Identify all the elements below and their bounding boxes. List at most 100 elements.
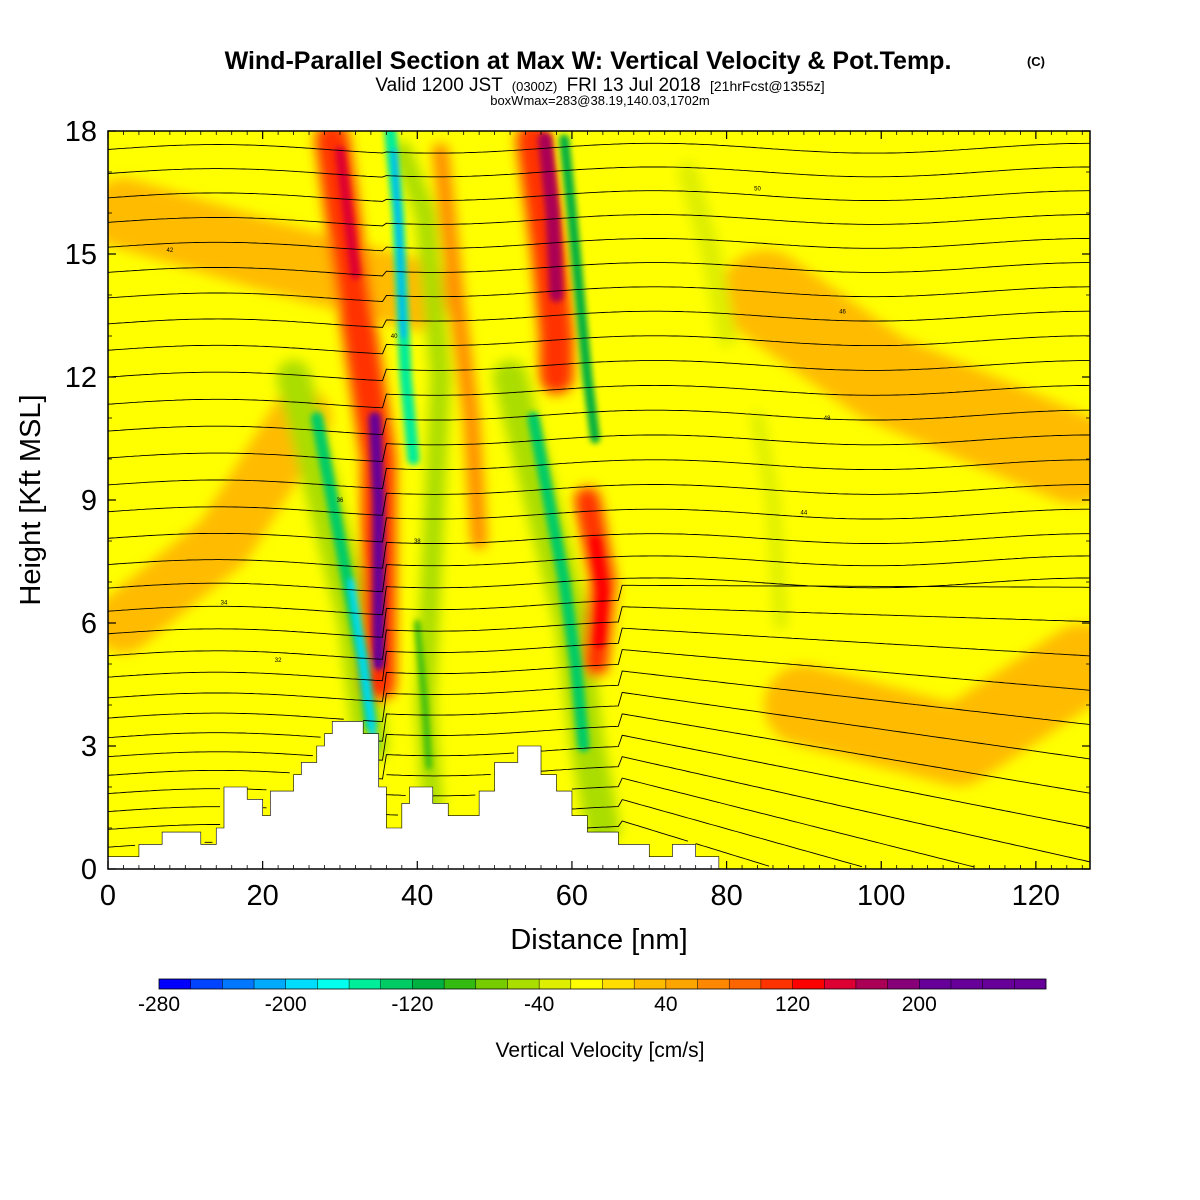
x-tick-label: 0 xyxy=(100,880,116,912)
x-axis: 0 20 40 60 80 100 120 xyxy=(100,131,1083,912)
theta-contour-line xyxy=(108,190,1090,202)
colorbar-bin xyxy=(254,979,287,989)
y-tick-label: 15 xyxy=(65,239,97,271)
copyright-mark: (C) xyxy=(1027,54,1045,69)
plot-area xyxy=(108,120,1090,869)
box-info: boxWmax=283@38.19,140.03,1702m xyxy=(490,93,710,108)
field-warm-haze xyxy=(763,624,1090,786)
colorbar-bin xyxy=(729,979,762,989)
forecast-info: [21hrFcst@1355z] xyxy=(710,78,825,94)
theta-contour-label: 44 xyxy=(801,510,808,516)
theta-contour-label: 32 xyxy=(275,658,282,664)
theta-contour-line xyxy=(108,577,1090,616)
x-tick-label: 40 xyxy=(401,880,433,912)
colorbar-bin xyxy=(982,979,1015,989)
colorbar-bin xyxy=(665,979,698,989)
theta-contour-line xyxy=(108,484,1090,516)
theta-contour-line xyxy=(108,508,1090,543)
valid-utc: (0300Z) xyxy=(512,79,558,94)
theta-contour-line xyxy=(108,286,1090,302)
colorbar-ticks: -280 -200 -120 -40 40 120 200 xyxy=(138,993,937,1016)
colorbar-bin xyxy=(349,979,382,989)
colorbar-bin xyxy=(824,979,857,989)
theta-contour-label: 50 xyxy=(754,186,761,192)
theta-contour-label: 40 xyxy=(391,334,398,340)
field-downdraft-core xyxy=(348,579,378,749)
field-downdraft-weak xyxy=(677,162,737,346)
theta-contour-label: 42 xyxy=(167,248,174,254)
colorbar-bin xyxy=(570,979,603,989)
field-downdraft-core xyxy=(559,134,601,444)
field-updraft-core xyxy=(374,435,382,606)
theta-contour-line xyxy=(108,820,770,867)
x-tick-label: 100 xyxy=(857,880,905,912)
colorbar-bin xyxy=(887,979,920,989)
theta-contour-line xyxy=(108,606,1090,660)
x-tick-label: 80 xyxy=(710,880,742,912)
colorbar-bin xyxy=(380,979,413,989)
theta-contour-line xyxy=(108,409,1090,436)
x-tick-label: 20 xyxy=(247,880,279,912)
field-updraft xyxy=(432,143,488,549)
valid-date: FRI 13 Jul 2018 xyxy=(567,75,701,96)
colorbar-bin xyxy=(285,979,318,989)
theta-contours xyxy=(108,120,1090,868)
valid-time-line: Valid 1200 JST (0300Z) FRI 13 Jul 2018 [… xyxy=(375,75,824,96)
colorbar-bin xyxy=(634,979,667,989)
theta-contour-line xyxy=(108,777,975,868)
theta-contour-line xyxy=(108,627,1090,682)
velocity-field-core xyxy=(310,131,608,770)
theta-contour-line xyxy=(108,756,1090,863)
theta-contour-line xyxy=(108,459,1090,489)
colorbar-bin xyxy=(855,979,888,989)
theta-contour-line xyxy=(108,734,1090,829)
colorbar-bin xyxy=(919,979,952,989)
chart-title: Wind-Parallel Section at Max W: Vertical… xyxy=(225,47,952,75)
colorbar-bin xyxy=(475,979,508,989)
colorbar-tick-label: 120 xyxy=(775,993,810,1016)
colorbar-label: Vertical Velocity [cm/s] xyxy=(496,1039,705,1062)
theta-contour-line xyxy=(108,120,1090,130)
colorbar-bin xyxy=(159,979,191,989)
theta-contour-line xyxy=(108,649,1090,702)
colorbar-tick-label: -280 xyxy=(138,993,180,1016)
field-warm-haze xyxy=(108,388,332,653)
theta-contour-line xyxy=(108,335,1090,355)
theta-contour-labels: 32 34 36 38 40 42 44 46 48 50 xyxy=(167,186,847,664)
terrain xyxy=(108,721,1090,869)
theta-contour-line xyxy=(108,142,1090,154)
field-updraft-core xyxy=(537,132,564,302)
colorbar-bin xyxy=(1014,979,1047,989)
colorbar-tick-label: 40 xyxy=(654,993,677,1016)
y-tick-label: 12 xyxy=(65,362,97,394)
colorbar-tick-label: -200 xyxy=(265,993,307,1016)
colorbar-tick-label: -40 xyxy=(524,993,554,1016)
theta-contour-label: 38 xyxy=(414,539,421,545)
colorbar-tick-label: -120 xyxy=(391,993,433,1016)
field-downdraft-core xyxy=(391,149,406,339)
colorbar-bin xyxy=(507,979,540,989)
theta-contour-line xyxy=(108,166,1090,178)
theta-contour-line xyxy=(108,384,1090,409)
x-axis-label: Distance [nm] xyxy=(510,924,687,956)
colorbar-bin xyxy=(444,979,477,989)
colorbar-bin xyxy=(697,979,730,989)
colorbar-tick-label: 200 xyxy=(902,993,937,1016)
theta-contour-line xyxy=(108,691,1090,760)
theta-contour-label: 46 xyxy=(839,309,846,315)
field-downdraft-weak xyxy=(750,411,788,630)
field-downdraft-core xyxy=(414,620,432,770)
colorbar-bin xyxy=(760,979,793,989)
colorbar-bin xyxy=(602,979,635,989)
theta-contour-line xyxy=(108,555,1090,593)
y-tick-label: 6 xyxy=(81,608,97,640)
theta-contour-label: 34 xyxy=(221,601,228,607)
y-tick-label: 18 xyxy=(65,116,97,148)
colorbar-bin xyxy=(539,979,572,989)
colorbar xyxy=(158,978,1047,990)
x-tick-label: 120 xyxy=(1012,880,1060,912)
y-tick-label: 3 xyxy=(81,731,97,763)
colorbar-bin xyxy=(317,979,350,989)
